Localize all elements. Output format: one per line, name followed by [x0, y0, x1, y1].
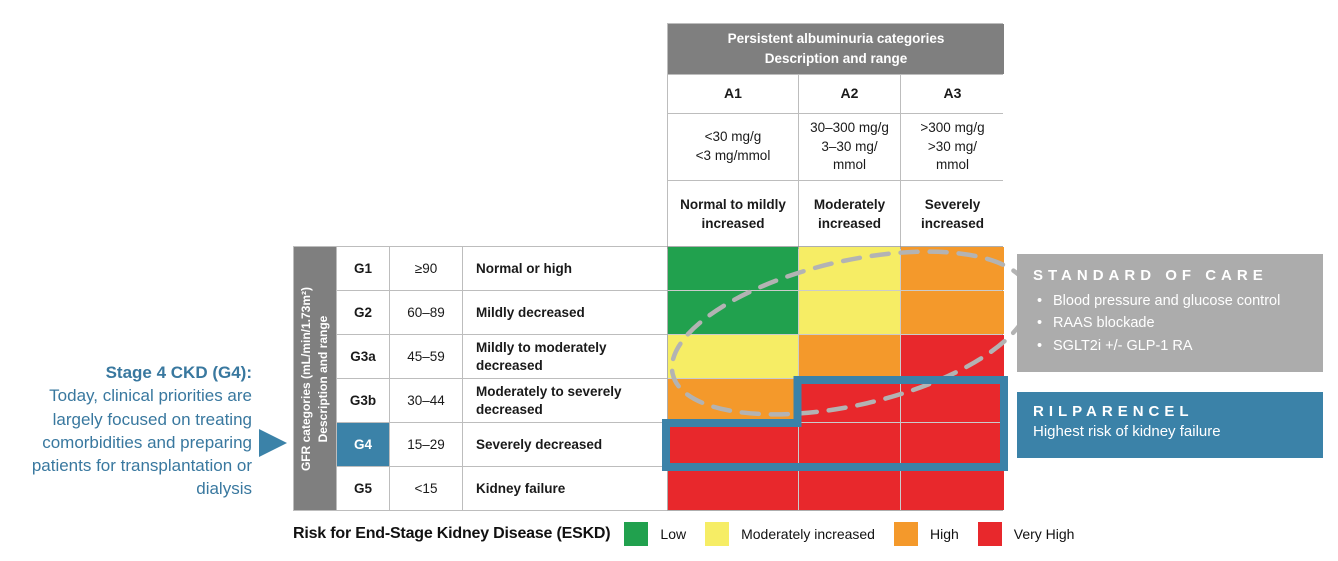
- legend-label-low: Low: [660, 526, 687, 542]
- gfr-range-G5: <15: [390, 467, 462, 510]
- albuminuria-description-A1: Normal to mildly increased: [668, 181, 798, 248]
- albuminuria-header-line2: Description and range: [764, 51, 908, 66]
- gfr-description-G2: Mildly decreased: [463, 291, 667, 334]
- standard-of-care-bullet-1: Blood pressure and glucose control: [1033, 290, 1307, 313]
- rilparencel-title: RILPARENCEL: [1033, 403, 1194, 420]
- albuminuria-header-line1: Persistent albuminuria categories: [727, 31, 945, 47]
- gfr-code-G3a: G3a: [337, 335, 389, 378]
- gfr-code-G5: G5: [337, 467, 389, 510]
- risk-cell-G1-A3: [901, 247, 1004, 290]
- legend-item-low: Low: [624, 522, 686, 546]
- albuminuria-code-A1: A1: [668, 75, 798, 113]
- risk-heatmap-grid: [667, 246, 1004, 511]
- standard-of-care-bullet-3: SGLT2i +/- GLP-1 RA: [1033, 335, 1307, 358]
- risk-cell-G2-A2: [799, 291, 900, 334]
- gfr-description-G5: Kidney failure: [463, 467, 667, 510]
- gfr-range-G3a: 45–59: [390, 335, 462, 378]
- risk-cell-G2-A3: [901, 291, 1004, 334]
- legend-swatch-moderate: [705, 522, 730, 546]
- gfr-description-G1: Normal or high: [463, 247, 667, 290]
- standard-of-care-list: Blood pressure and glucose controlRAAS b…: [1033, 290, 1307, 358]
- gfr-code-G1: G1: [337, 247, 389, 290]
- gfr-description-G3a: Mildly to moderately decreased: [463, 335, 667, 378]
- albuminuria-header: Persistent albuminuria categories Descri…: [668, 24, 1004, 74]
- albuminuria-range-A3: >300 mg/g >30 mg/ mmol: [901, 114, 1004, 180]
- gfr-range-G4: 15–29: [390, 423, 462, 466]
- risk-cell-G4-A2: [799, 423, 900, 466]
- legend-item-very_high: Very High: [977, 522, 1075, 546]
- gfr-range-G2: 60–89: [390, 291, 462, 334]
- stage4-annotation-title: Stage 4 CKD (G4):: [105, 363, 252, 382]
- legend-swatch-high: [893, 522, 918, 546]
- risk-cell-G3b-A1: [668, 379, 798, 422]
- albuminuria-code-A3: A3: [901, 75, 1004, 113]
- stage4-annotation: Stage 4 CKD (G4): Today, clinical priori…: [0, 361, 252, 501]
- risk-cell-G1-A1: [668, 247, 798, 290]
- legend-swatch-very_high: [977, 522, 1002, 546]
- stage4-annotation-body: Today, clinical priorities are largely f…: [31, 386, 252, 499]
- gfr-description-G3b: Moderately to severely decreased: [463, 379, 667, 422]
- albuminuria-code-A2: A2: [799, 75, 900, 113]
- gfr-code-G4: G4: [337, 423, 389, 466]
- gfr-axis-strip: GFR categories (mL/min/1.73m²) Descripti…: [294, 247, 336, 510]
- risk-cell-G2-A1: [668, 291, 798, 334]
- risk-legend: Risk for End-Stage Kidney Disease (ESKD)…: [293, 521, 1093, 547]
- legend-item-high: High: [893, 522, 959, 546]
- standard-of-care-title: STANDARD OF CARE: [1033, 267, 1268, 284]
- gfr-axis-line1: GFR categories (mL/min/1.73m²): [299, 286, 314, 471]
- albuminuria-description-A3: Severely increased: [901, 181, 1004, 248]
- gfr-range-G1: ≥90: [390, 247, 462, 290]
- standard-of-care-bullet-2: RAAS blockade: [1033, 312, 1307, 335]
- risk-cell-G3a-A3: [901, 335, 1004, 378]
- gfr-axis-line2: Description and range: [316, 315, 330, 442]
- risk-cell-G3b-A2: [799, 379, 900, 422]
- rilparencel-box: RILPARENCEL Highest risk of kidney failu…: [1017, 392, 1323, 458]
- gfr-axis-label: GFR categories (mL/min/1.73m²) Descripti…: [294, 248, 336, 510]
- risk-cell-G5-A1: [668, 467, 798, 510]
- risk-cell-G5-A3: [901, 467, 1004, 510]
- gfr-table: GFR categories (mL/min/1.73m²) Descripti…: [293, 246, 667, 511]
- risk-legend-title: Risk for End-Stage Kidney Disease (ESKD): [293, 525, 611, 542]
- legend-label-very_high: Very High: [1013, 526, 1075, 542]
- standard-of-care-box: STANDARD OF CARE Blood pressure and gluc…: [1017, 254, 1323, 372]
- albuminuria-table: Persistent albuminuria categories Descri…: [667, 23, 1004, 249]
- risk-cell-G4-A1: [668, 423, 798, 466]
- albuminuria-description-A2: Moderately increased: [799, 181, 900, 248]
- albuminuria-range-A1: <30 mg/g <3 mg/mmol: [668, 114, 798, 180]
- annotation-arrow-icon: [259, 429, 287, 457]
- risk-cell-G3a-A1: [668, 335, 798, 378]
- rilparencel-subtitle: Highest risk of kidney failure: [1033, 423, 1221, 440]
- risk-cell-G3a-A2: [799, 335, 900, 378]
- legend-label-moderate: Moderately increased: [741, 526, 875, 542]
- gfr-description-G4: Severely decreased: [463, 423, 667, 466]
- risk-cell-G1-A2: [799, 247, 900, 290]
- legend-swatch-low: [624, 522, 649, 546]
- risk-cell-G3b-A3: [901, 379, 1004, 422]
- legend-item-moderate: Moderately increased: [705, 522, 875, 546]
- risk-cell-G4-A3: [901, 423, 1004, 466]
- gfr-range-G3b: 30–44: [390, 379, 462, 422]
- gfr-code-G2: G2: [337, 291, 389, 334]
- gfr-code-G3b: G3b: [337, 379, 389, 422]
- legend-label-high: High: [929, 526, 959, 542]
- albuminuria-range-A2: 30–300 mg/g 3–30 mg/ mmol: [799, 114, 900, 180]
- risk-cell-G5-A2: [799, 467, 900, 510]
